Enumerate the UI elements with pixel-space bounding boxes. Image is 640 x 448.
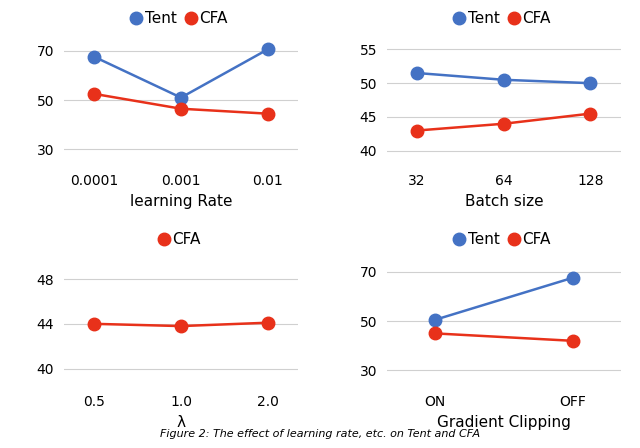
X-axis label: learning Rate: learning Rate (130, 194, 232, 209)
Legend: Tent, CFA: Tent, CFA (451, 5, 557, 32)
X-axis label: Gradient Clipping: Gradient Clipping (437, 414, 571, 430)
Legend: CFA: CFA (156, 226, 207, 253)
Legend: Tent, CFA: Tent, CFA (128, 5, 234, 32)
X-axis label: λ: λ (177, 414, 186, 430)
Legend: Tent, CFA: Tent, CFA (451, 226, 557, 253)
X-axis label: Batch size: Batch size (465, 194, 543, 209)
Text: Figure 2: The effect of learning rate, etc. on Tent and CFA: Figure 2: The effect of learning rate, e… (160, 429, 480, 439)
